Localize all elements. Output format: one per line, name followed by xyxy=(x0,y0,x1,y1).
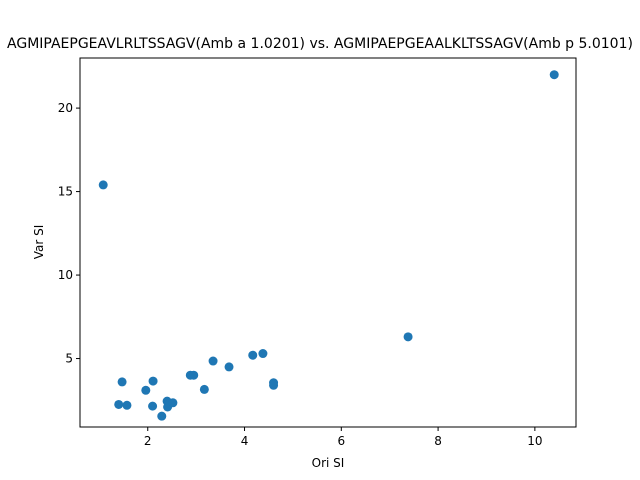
x-tick-label: 6 xyxy=(337,434,345,448)
y-axis-label: Var SI xyxy=(32,225,46,260)
x-tick-label: 4 xyxy=(241,434,249,448)
data-point-16 xyxy=(199,384,209,394)
data-point-0 xyxy=(98,180,108,190)
data-point-5 xyxy=(122,400,132,410)
data-point-4 xyxy=(117,377,127,387)
x-tick-label: 8 xyxy=(434,434,442,448)
data-point-20 xyxy=(258,349,268,359)
y-tick-label: 5 xyxy=(65,352,73,366)
data-point-1 xyxy=(549,70,559,80)
data-point-8 xyxy=(148,376,158,386)
y-axis: 5 10 15 20 xyxy=(58,101,80,366)
points-layer xyxy=(98,70,559,421)
x-tick-label: 2 xyxy=(144,434,152,448)
data-point-13 xyxy=(168,398,178,408)
data-point-15 xyxy=(189,370,199,380)
data-point-9 xyxy=(157,411,167,421)
y-tick-label: 10 xyxy=(58,268,73,282)
x-axis: 2 4 6 8 10 xyxy=(144,427,543,448)
data-point-6 xyxy=(141,385,151,395)
data-point-17 xyxy=(208,356,218,366)
y-tick-label: 20 xyxy=(58,101,73,115)
x-tick-label: 10 xyxy=(527,434,542,448)
x-axis-label: Ori SI xyxy=(312,456,345,470)
data-point-2 xyxy=(403,332,413,342)
data-point-3 xyxy=(114,399,124,409)
chart-title: AGMIPAEPGEAVLRLTSSAGV(Amb a 1.0201) vs. … xyxy=(7,36,633,52)
data-point-18 xyxy=(224,362,234,372)
data-point-19 xyxy=(248,350,258,360)
y-tick-label: 15 xyxy=(58,185,73,199)
data-point-22 xyxy=(269,380,279,390)
data-point-7 xyxy=(148,401,158,411)
plot-frame xyxy=(79,57,577,428)
